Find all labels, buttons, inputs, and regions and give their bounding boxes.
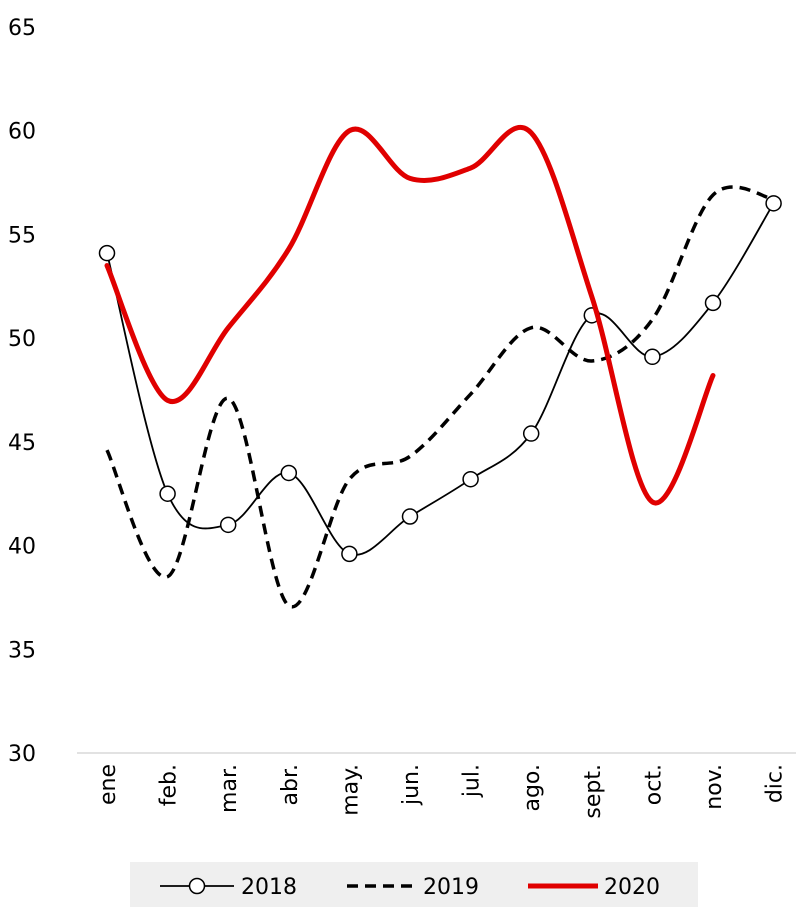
- x-axis-ticks: ene feb. mar. abr. may. jun. jul. ago. sept. oct.…: [96, 764, 788, 819]
- x-tick-label: dic.: [763, 764, 788, 803]
- y-tick-label: 45: [8, 431, 36, 456]
- y-tick-label: 55: [8, 223, 36, 248]
- data-point-2018: [462, 470, 479, 488]
- x-tick-label: feb.: [157, 764, 182, 806]
- data-point-2018: [522, 425, 540, 442]
- data-point-2018: [159, 485, 176, 502]
- x-tick-label: jul.: [460, 764, 485, 798]
- y-tick-label: 60: [8, 120, 36, 145]
- x-tick-label: nov.: [702, 764, 727, 810]
- x-tick-label: ene: [96, 764, 121, 805]
- data-point-2018: [280, 464, 298, 482]
- y-tick-label: 30: [8, 742, 36, 767]
- x-tick-label: jun.: [399, 764, 424, 806]
- series-layer: [98, 124, 782, 609]
- y-axis-ticks: 30 35 40 45 50 55 60 65: [8, 16, 36, 767]
- data-point-2018: [219, 516, 237, 534]
- series-line-2018: [106, 202, 775, 556]
- series-line-2019: [105, 185, 774, 609]
- y-tick-label: 65: [8, 16, 36, 41]
- x-tick-label: ago.: [520, 764, 545, 812]
- series-line-2020: [104, 124, 716, 506]
- legend-label-2019: 2019: [423, 875, 479, 900]
- data-point-2018: [401, 508, 419, 525]
- legend-label-2020: 2020: [604, 875, 660, 900]
- data-point-2018: [644, 348, 661, 366]
- y-tick-label: 40: [8, 535, 36, 560]
- data-point-2018: [765, 195, 782, 212]
- x-tick-label: oct.: [641, 764, 666, 805]
- y-tick-label: 50: [8, 327, 36, 352]
- x-tick-label: sept.: [581, 764, 606, 819]
- legend: 2018 2019 2020: [130, 862, 698, 907]
- x-tick-label: abr.: [278, 764, 303, 805]
- data-point-2018: [98, 244, 116, 262]
- x-tick-label: mar.: [217, 764, 242, 813]
- x-tick-label: may.: [338, 764, 363, 816]
- legend-label-2018: 2018: [241, 875, 297, 900]
- data-point-2018: [704, 294, 722, 312]
- y-tick-label: 35: [8, 638, 36, 663]
- legend-box: [130, 862, 698, 907]
- legend-marker-2018: [188, 877, 206, 895]
- data-point-2018: [341, 545, 358, 563]
